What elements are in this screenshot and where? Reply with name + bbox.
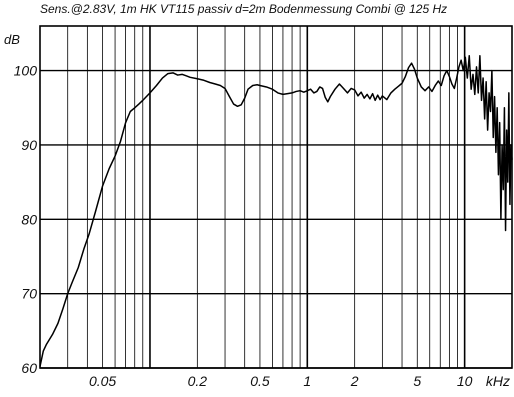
x-tick-label: 5 (413, 373, 421, 389)
x-tick-label: 2 (350, 373, 359, 389)
y-tick-label: 70 (21, 286, 37, 302)
y-tick-label: 60 (21, 360, 37, 376)
y-tick-label: 80 (21, 211, 37, 227)
x-axis-label: kHz (486, 373, 510, 389)
y-tick-label: 100 (14, 63, 38, 79)
x-tick-label: 1 (303, 373, 311, 389)
x-tick-label: 0.5 (250, 373, 270, 389)
x-tick-label: 0.05 (89, 373, 116, 389)
x-tick-label: 0.2 (188, 373, 208, 389)
y-axis-label: dB (4, 32, 20, 47)
chart-title: Sens.@2.83V, 1m HK VT115 passiv d=2m Bod… (40, 2, 448, 16)
series-line (39, 54, 513, 367)
y-tick-label: 90 (21, 137, 37, 153)
plot-frame (39, 25, 513, 369)
x-tick-label: 10 (457, 373, 473, 389)
